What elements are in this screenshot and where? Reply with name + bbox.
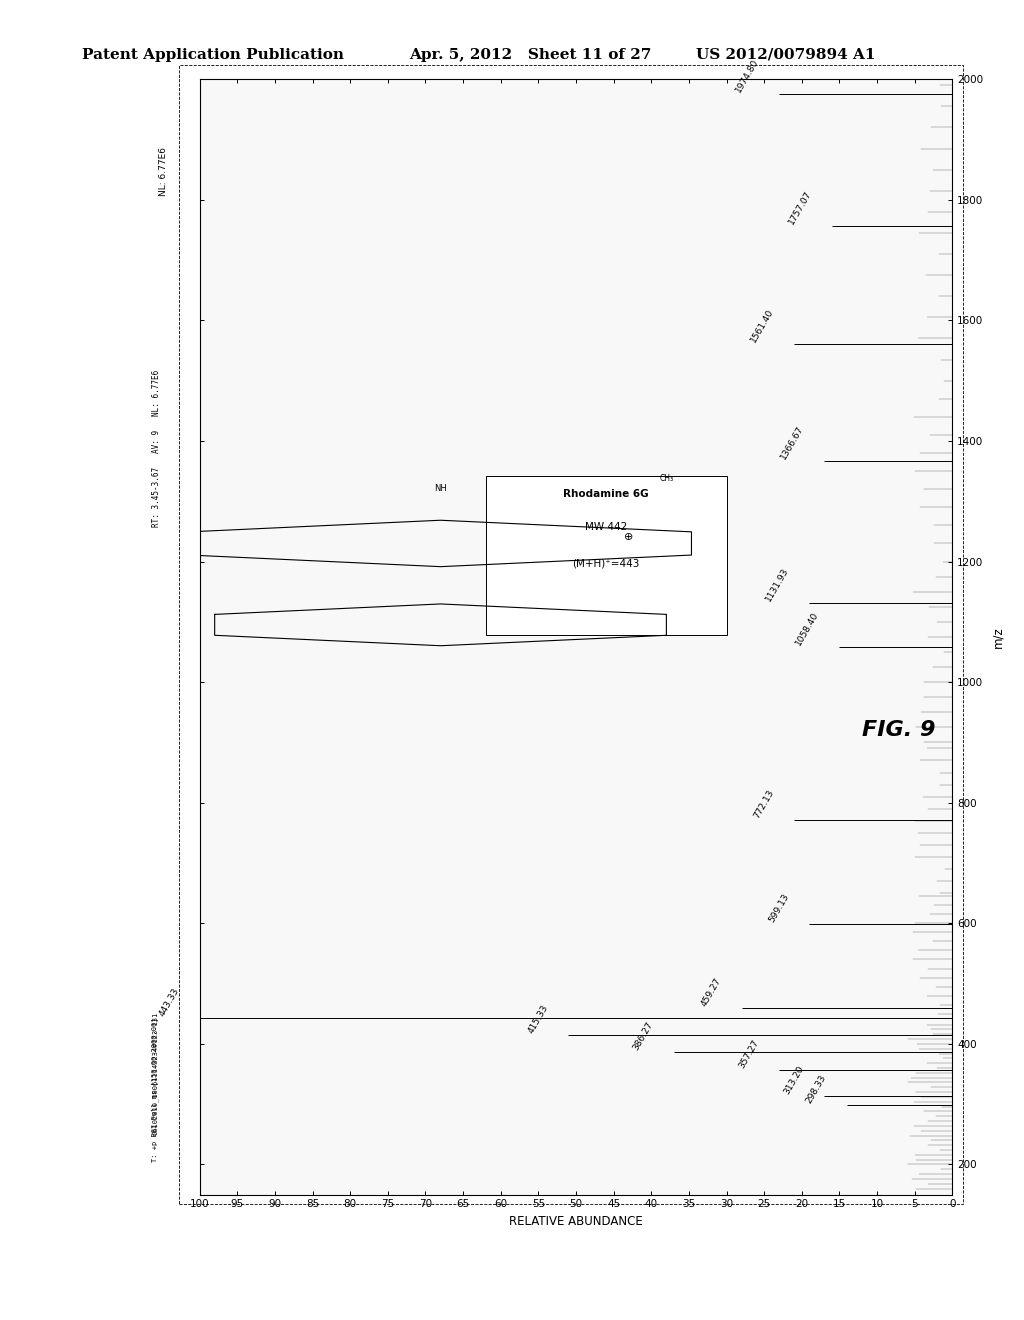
Text: Patent Application Publication: Patent Application Publication xyxy=(82,48,344,62)
Text: (M+H)⁺=443: (M+H)⁺=443 xyxy=(572,558,640,569)
Text: NH: NH xyxy=(434,484,446,494)
Text: NL: 6.77E6: NL: 6.77E6 xyxy=(159,147,168,197)
Text: 443.33: 443.33 xyxy=(158,986,181,1018)
Text: 459.27: 459.27 xyxy=(699,977,723,1008)
Text: 1561.40: 1561.40 xyxy=(749,306,775,343)
Text: 1131.93: 1131.93 xyxy=(764,566,791,602)
Text: 1058.40: 1058.40 xyxy=(795,610,820,647)
Text: Rhodamine 6G: Rhodamine 6G xyxy=(563,490,649,499)
Text: 772.13: 772.13 xyxy=(752,788,775,820)
Text: ⊕: ⊕ xyxy=(624,532,634,543)
FancyBboxPatch shape xyxy=(485,477,727,635)
Text: MW 442: MW 442 xyxy=(585,523,628,532)
Text: CH₃: CH₃ xyxy=(659,474,674,483)
Text: Apr. 5, 2012   Sheet 11 of 27: Apr. 5, 2012 Sheet 11 of 27 xyxy=(410,48,652,62)
Text: 386.27: 386.27 xyxy=(632,1020,655,1052)
Text: FIG. 9: FIG. 9 xyxy=(862,721,936,741)
Text: 1974.80: 1974.80 xyxy=(734,58,761,95)
Text: 1757.07: 1757.07 xyxy=(786,189,813,226)
Y-axis label: m/z: m/z xyxy=(992,626,1005,648)
Text: 415.33: 415.33 xyxy=(526,1003,550,1035)
Text: 298.33: 298.33 xyxy=(805,1073,828,1105)
Text: T: +p ESI Full ms [150.00-2000.00]: T: +p ESI Full ms [150.00-2000.00] xyxy=(152,1018,159,1162)
X-axis label: RELATIVE ABUNDANCE: RELATIVE ABUNDANCE xyxy=(509,1214,643,1228)
Text: 06102010_100611143234#123-131: 06102010_100611143234#123-131 xyxy=(152,1012,158,1135)
Text: 357.27: 357.27 xyxy=(737,1038,761,1069)
Text: 599.13: 599.13 xyxy=(767,892,791,924)
Text: US 2012/0079894 A1: US 2012/0079894 A1 xyxy=(696,48,876,62)
Text: RT: 3.45-3.67   AV: 9   NL: 6.77E6: RT: 3.45-3.67 AV: 9 NL: 6.77E6 xyxy=(152,370,161,528)
Text: 313.20: 313.20 xyxy=(782,1064,806,1096)
Text: 1366.67: 1366.67 xyxy=(779,424,806,461)
